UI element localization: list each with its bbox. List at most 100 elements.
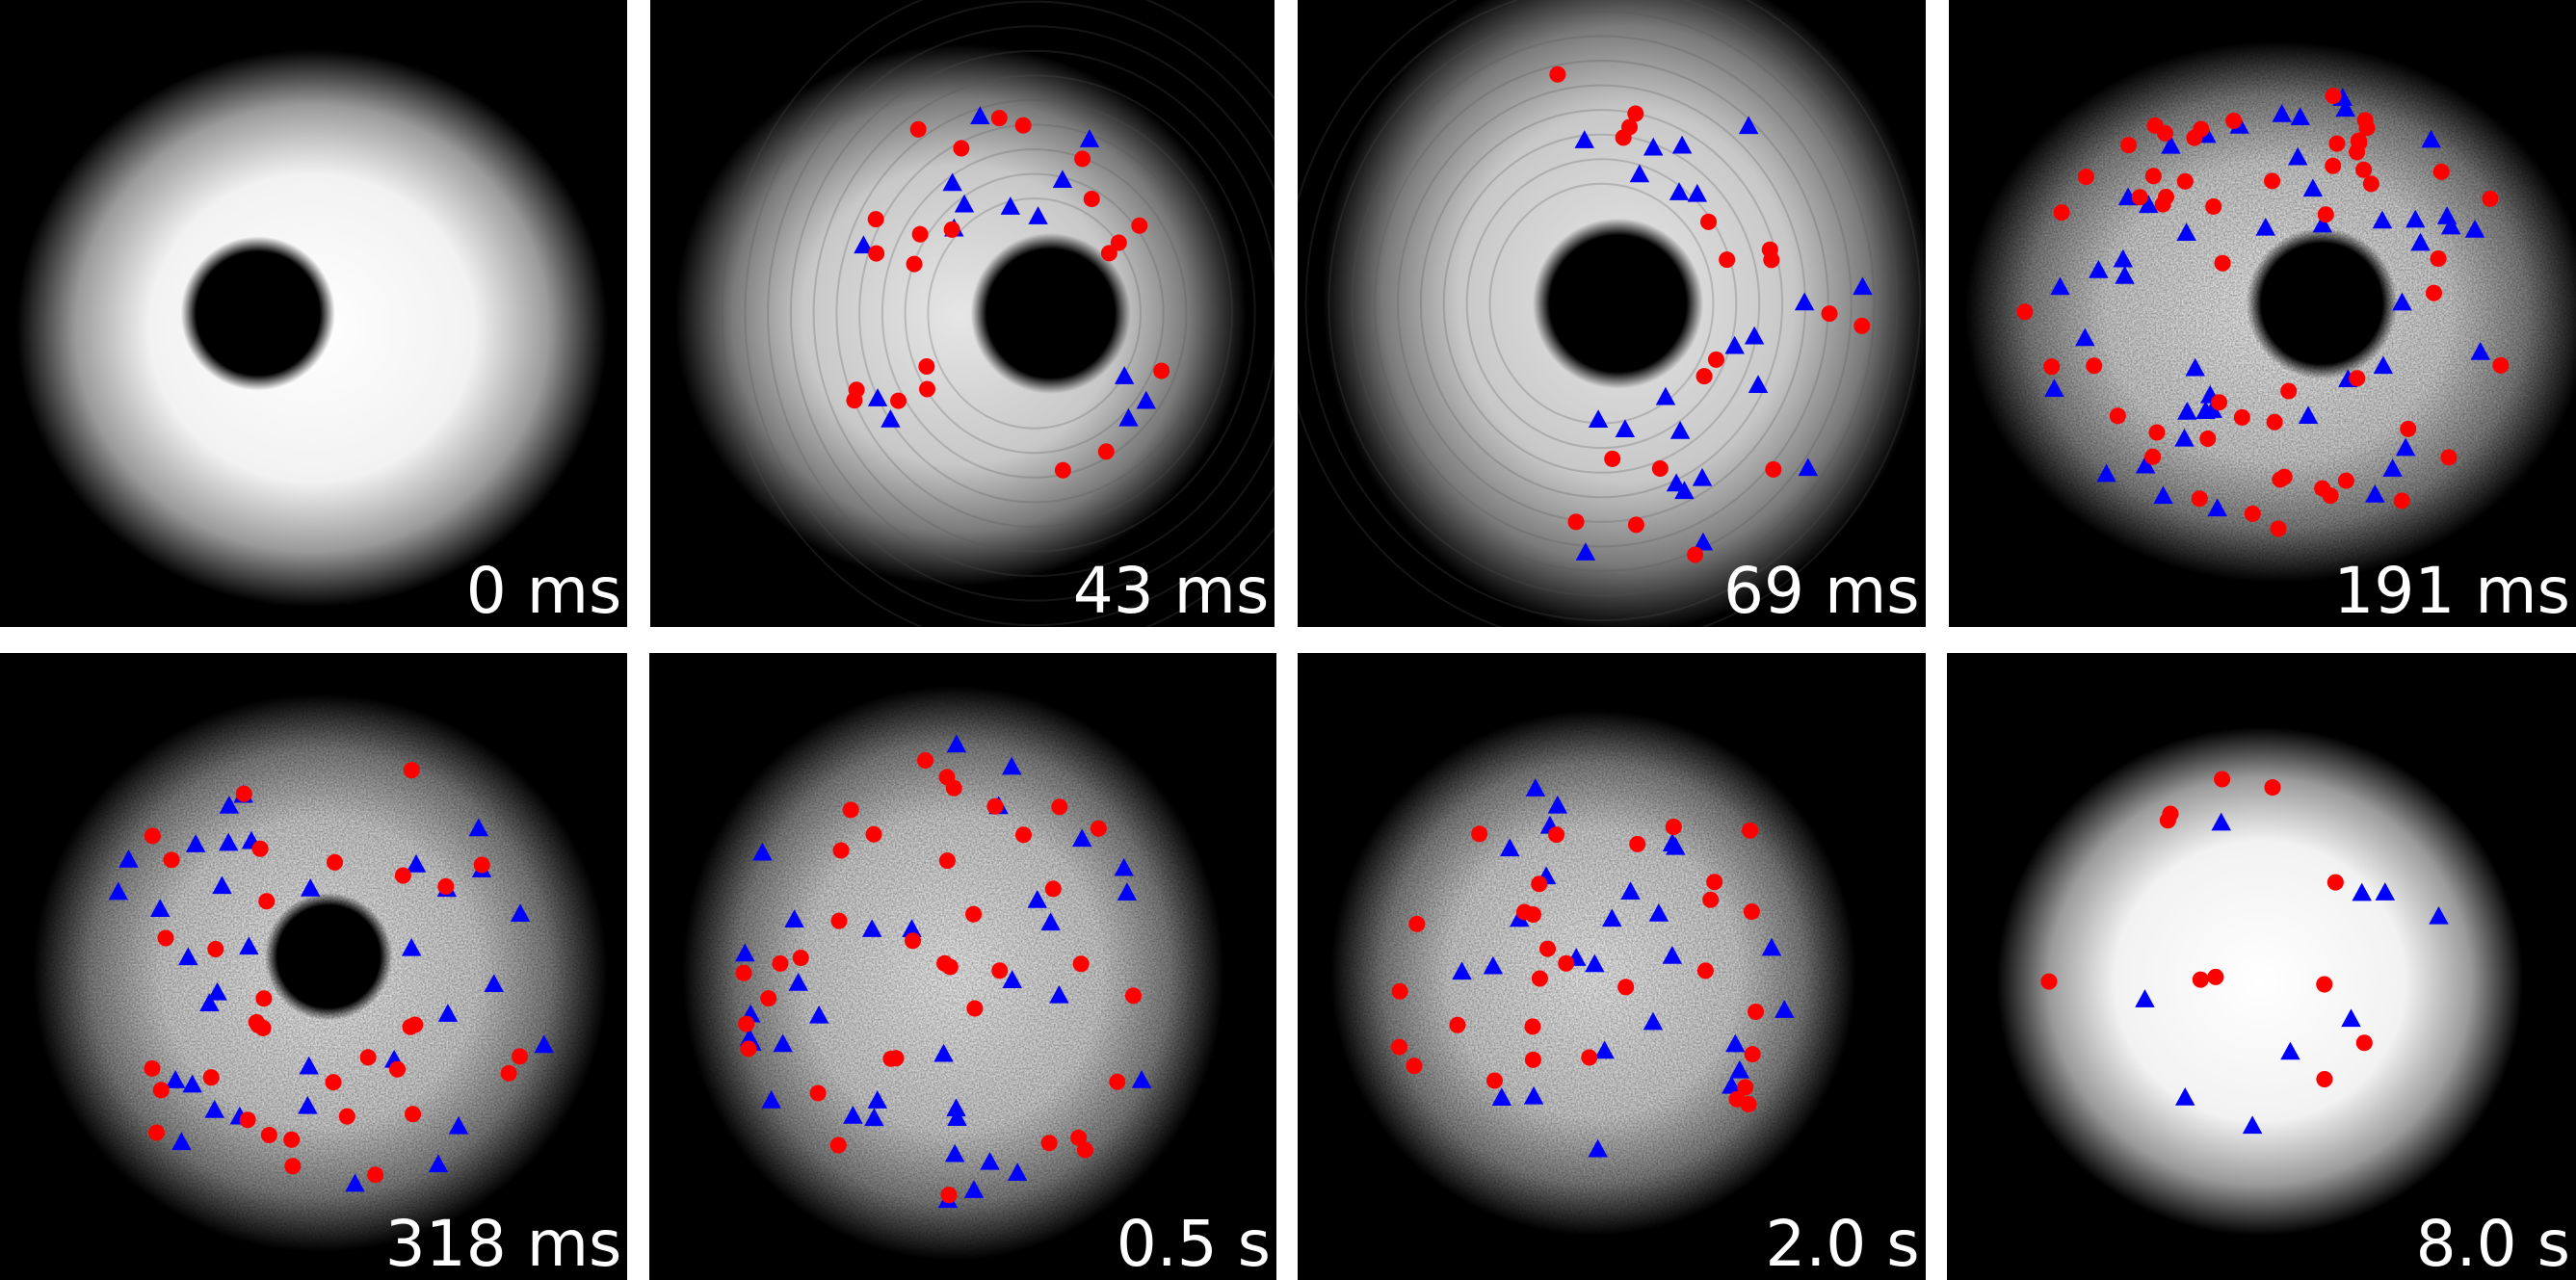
antivortex-marker: [2352, 882, 2372, 901]
antivortex-marker: [1118, 407, 1139, 427]
antivortex-marker: [1115, 366, 1135, 384]
vortex-marker: [2204, 197, 2221, 215]
antivortex-marker: [963, 1180, 984, 1199]
vortex-marker: [437, 877, 455, 896]
vortex-marker: [964, 905, 982, 923]
vortex-marker: [2266, 413, 2283, 431]
vortex-marker: [2279, 382, 2297, 400]
antivortex-marker: [207, 982, 227, 1001]
vortex-marker: [1391, 982, 1408, 1000]
antivortex-marker: [1114, 857, 1134, 876]
antivortex-marker: [2138, 195, 2158, 214]
vortex-marker: [2325, 88, 2342, 105]
antivortex-marker: [1000, 196, 1021, 215]
antivortex-marker: [1452, 961, 1472, 980]
vortex-marker: [2432, 163, 2450, 180]
antivortex-marker: [1491, 1087, 1512, 1107]
vortex-marker: [2327, 135, 2345, 152]
vortex-marker: [1486, 1072, 1504, 1089]
antivortex-marker: [1672, 135, 1693, 154]
antivortex-marker: [933, 1043, 954, 1062]
antivortex-marker: [2175, 222, 2196, 241]
snapshot-panel: 0.5 s: [648, 653, 1277, 1280]
vortex-marker: [207, 941, 224, 958]
vortex-marker: [939, 1187, 958, 1204]
antivortex-marker: [1048, 984, 1069, 1004]
time-label: 69 ms: [1723, 553, 1920, 627]
cloud-image: [1298, 0, 1926, 627]
vortex-marker: [2210, 394, 2227, 411]
cloud-image: [648, 653, 1277, 1280]
vortex-marker: [865, 825, 882, 843]
vortex-marker: [326, 853, 344, 871]
antivortex-marker: [178, 947, 198, 966]
vortex-marker: [2224, 112, 2242, 129]
vortex-marker: [990, 962, 1008, 980]
vortex-marker: [890, 392, 907, 409]
vortex-marker: [1531, 875, 1548, 893]
antivortex-marker: [510, 903, 531, 923]
antivortex-marker: [2185, 357, 2205, 377]
vortex-marker: [1525, 1051, 1542, 1068]
antivortex-marker: [1739, 116, 1759, 135]
antivortex-marker: [2381, 458, 2403, 477]
antivortex-marker: [2255, 217, 2275, 236]
vortex-marker: [284, 1158, 302, 1175]
vortex-marker: [2355, 1034, 2373, 1052]
antivortex-marker: [2420, 129, 2441, 148]
vortex-marker: [1014, 117, 1032, 134]
antivortex-marker: [861, 919, 882, 938]
vortex-marker: [1076, 1141, 1093, 1159]
antivortex-marker: [2211, 812, 2231, 831]
vortex-marker: [1604, 450, 1621, 467]
antivortex-marker: [2272, 104, 2292, 122]
antivortex-marker: [298, 1095, 318, 1114]
antivortex-marker: [1574, 130, 1595, 148]
antivortex-marker: [955, 194, 975, 213]
time-label: 2.0 s: [1765, 1206, 1920, 1280]
vortex-marker: [1702, 891, 1720, 908]
antivortex-marker: [437, 1004, 459, 1023]
vortex-marker: [157, 929, 174, 947]
vortex-marker: [772, 954, 789, 972]
vortex-marker: [1744, 1046, 1761, 1063]
vortex-marker: [2015, 303, 2034, 321]
antivortex-marker: [783, 909, 804, 928]
antivortex-marker: [1117, 882, 1137, 901]
antivortex-marker: [2364, 483, 2385, 503]
antivortex-marker: [808, 1005, 829, 1024]
antivortex-marker: [1662, 833, 1683, 852]
vortex-marker: [737, 1015, 754, 1032]
vortex-marker: [1124, 987, 1142, 1005]
antivortex-marker: [2341, 1008, 2361, 1028]
antivortex-marker: [534, 1034, 554, 1054]
vortex-marker: [394, 867, 411, 884]
antivortex-marker: [1669, 182, 1690, 200]
vortex-marker: [239, 1111, 256, 1129]
vortex-marker: [1406, 1058, 1423, 1075]
vortex-marker: [842, 801, 859, 819]
vortex-marker: [965, 1000, 984, 1017]
antivortex-marker: [118, 849, 139, 868]
vortex-marker: [283, 1131, 301, 1148]
vortex-marker: [405, 1106, 422, 1123]
vortex-marker: [2362, 175, 2379, 193]
antivortex-marker: [2074, 327, 2095, 347]
antivortex-marker: [970, 106, 990, 124]
snapshot-panel: 2.0 s: [1298, 653, 1926, 1280]
vortex-marker: [403, 762, 420, 779]
vortex-marker: [2270, 520, 2287, 537]
antivortex-marker: [199, 993, 220, 1012]
antivortex-marker: [171, 1132, 192, 1151]
vortex-marker: [759, 990, 776, 1007]
antivortex-marker: [1136, 390, 1157, 409]
vortex-marker: [953, 140, 970, 157]
snapshot-panel: 43 ms: [650, 0, 1275, 627]
antivortex-marker: [1615, 419, 1636, 437]
vortex-marker: [260, 1127, 277, 1144]
vortex-marker: [202, 1069, 220, 1086]
antivortex-marker: [1643, 1011, 1664, 1031]
cloud-image: [1946, 653, 2576, 1280]
antivortex-marker: [2409, 232, 2431, 251]
antivortex-marker: [2464, 219, 2484, 238]
